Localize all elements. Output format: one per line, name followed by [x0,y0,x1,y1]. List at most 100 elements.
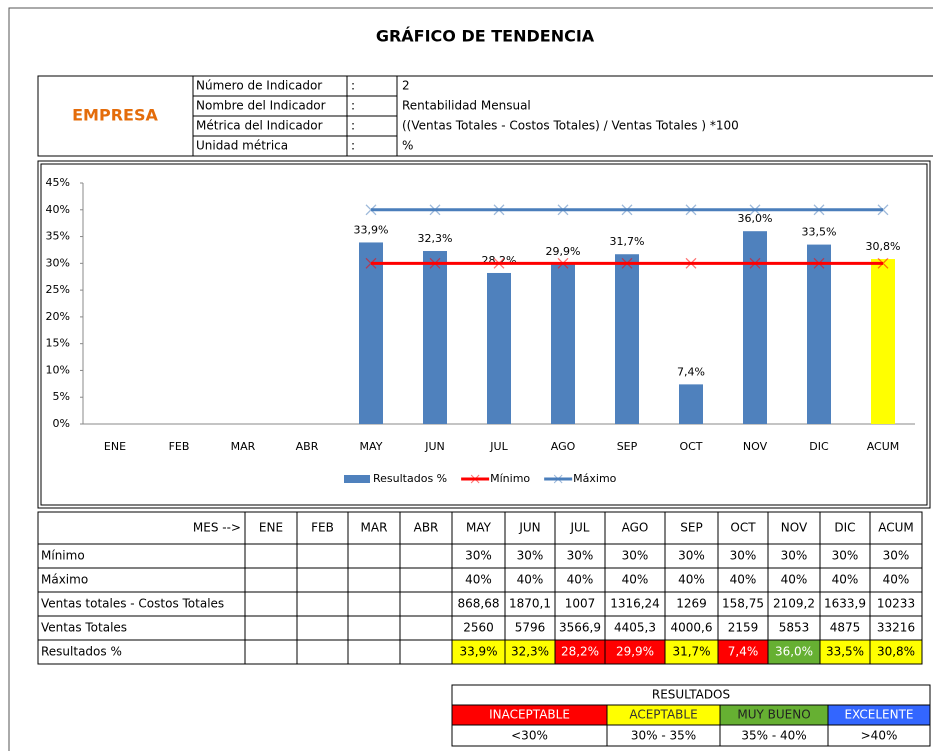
cell-value: 40% [678,573,705,587]
data-label: 7,4% [677,365,705,378]
header-label: Unidad métrica [196,139,288,153]
cell [399,591,453,617]
cell [399,543,453,569]
y-tick-label: 15% [46,337,70,350]
data-label: 31,7% [610,235,645,248]
table-header: ABR [414,521,439,535]
cell-value: 158,75 [722,597,764,611]
cell [296,567,349,593]
marker [429,257,441,269]
cell-value: 1633,9 [824,597,866,611]
cell-value: 30% [832,549,859,563]
cell-value: 868,68 [458,597,500,611]
x-tick-label: JUN [424,440,445,453]
cell [347,543,401,569]
level-range: <30% [511,729,548,743]
cell [346,135,398,157]
x-tick-label: NOV [743,440,768,453]
legend-label: Resultados % [373,472,447,485]
company: EMPRESA [72,106,158,125]
level-label: ACEPTABLE [629,708,697,722]
cell-value: 40% [465,573,492,587]
cell-value: 29,9% [616,645,654,659]
y-tick-label: 40% [46,203,70,216]
table-header: MAY [466,521,492,535]
data-label: 32,3% [418,232,453,245]
cell-value: 4000,6 [671,621,713,635]
header-value: 2 [402,79,410,93]
cell [296,543,349,569]
cell-value: 40% [567,573,594,587]
bar [551,263,575,424]
header-label: Nombre del Indicador [196,99,326,113]
marker [365,257,377,269]
data-label: 29,9% [546,245,581,258]
cell-value: 4875 [830,621,861,635]
row-label: Máximo [41,573,88,587]
cell-value: 4405,3 [614,621,656,635]
header-box [37,75,933,157]
table-header: NOV [781,521,808,535]
bar [487,272,511,424]
header-value: ((Ventas Totales - Costos Totales) / Ven… [402,119,739,133]
marker [365,204,377,216]
cell-value: 40% [832,573,859,587]
cell-value: 3566,9 [559,621,601,635]
table-header: MES --> [193,521,241,535]
x-tick-label: MAR [231,440,256,453]
cell [244,591,298,617]
marker [813,257,825,269]
table-header: DIC [834,521,855,535]
chart-frame [37,160,931,509]
cell [451,639,506,665]
x-tick-label: ABR [296,440,319,453]
marker [685,204,697,216]
cell-value: 28,2% [561,645,599,659]
x-tick-label: JUL [489,440,508,453]
marker [493,257,505,269]
header-label: Número de Indicador [196,79,322,93]
cell-value: 33216 [877,621,915,635]
header-colon: : [351,139,355,153]
cell [347,567,401,593]
level-range: >40% [861,729,898,743]
header-value: % [402,139,413,153]
cell-value: 7,4% [728,645,759,659]
legend-label: Máximo [573,472,617,485]
cell-value: 5853 [779,621,810,635]
cell-value: 30% [465,549,492,563]
data-label: 30,8% [866,240,901,253]
cell [244,615,298,641]
bar [743,231,767,424]
table-header: SEP [680,521,702,535]
marker [621,257,633,269]
row-label: Mínimo [41,549,85,563]
x-tick-label: DIC [809,440,829,453]
level-label: MUY BUENO [737,708,810,722]
x-tick-label: MAY [360,440,383,453]
cell-value: 30% [730,549,757,563]
y-tick-label: 0% [53,417,70,430]
y-tick-label: 25% [46,283,70,296]
data-label: 33,5% [802,226,837,239]
legend-marker [470,474,480,484]
cell [244,639,298,665]
cell-value: 2109,2 [773,597,815,611]
header-label: Métrica del Indicador [196,119,323,133]
marker [685,257,697,269]
cell [869,639,923,665]
header-colon: : [351,119,355,133]
cell-value: 30% [883,549,910,563]
cell [296,591,349,617]
y-tick-label: 45% [46,176,70,189]
marker [877,257,889,269]
cell [296,615,349,641]
cell-value: 1316,24 [610,597,660,611]
chart-inner [40,163,928,506]
marker [749,204,761,216]
cell [347,615,401,641]
cell [244,567,298,593]
cell [347,639,401,665]
cell-value: 30,8% [877,645,915,659]
